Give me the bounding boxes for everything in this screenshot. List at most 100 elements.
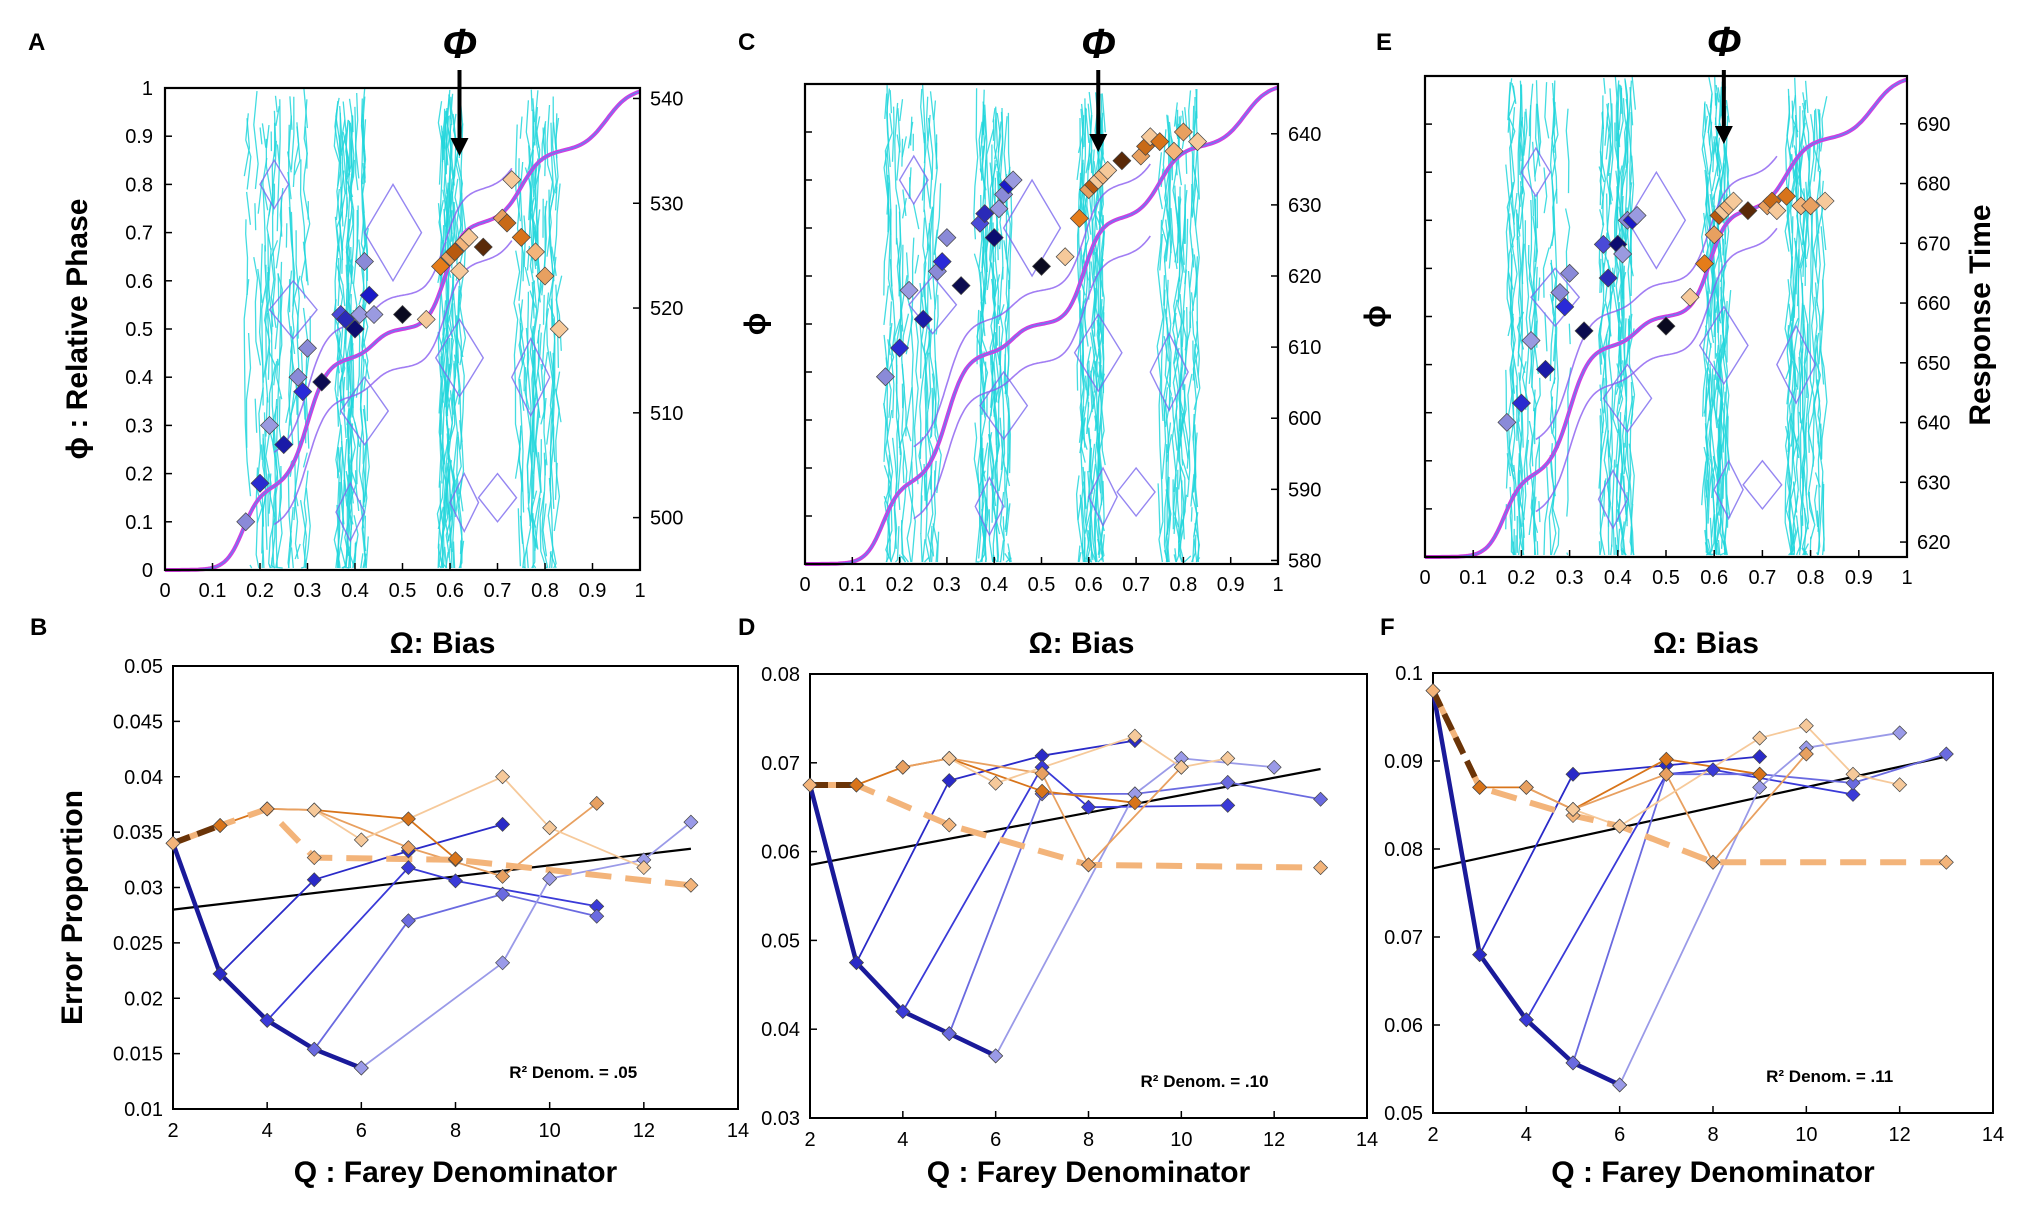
data-point-diamond	[1565, 766, 1581, 782]
x-tick-label: 0	[799, 574, 810, 596]
chaos-band-trace	[335, 97, 343, 569]
chaos-band-trace	[256, 127, 264, 569]
y-tick-label: 0.1	[125, 512, 153, 534]
x-tick-label: 0.2	[1507, 567, 1535, 589]
y-tick-label: 0.05	[761, 930, 800, 952]
period-loop-trace	[449, 472, 480, 534]
data-point-diamond	[1777, 186, 1796, 206]
series-blue-points	[875, 170, 1051, 387]
data-point-diamond	[899, 280, 919, 300]
x-tick-label: 0.3	[1556, 567, 1584, 589]
staircase-branch-lower	[913, 235, 1151, 520]
y2-tick-label: 540	[650, 88, 683, 110]
data-point-diamond	[1798, 718, 1814, 734]
y-tick-label: 0.09	[1384, 751, 1423, 773]
series-line-blue-branch-1	[1478, 755, 1760, 956]
x-tick-label: 0.1	[199, 580, 227, 602]
phi-arrow-head	[1714, 126, 1733, 144]
x-tick-label: 10	[539, 1120, 561, 1142]
chaos-band-trace	[524, 100, 532, 569]
data-point-diamond	[1938, 746, 1954, 762]
x-axis-title: Q : Farey Denominator	[927, 1156, 1251, 1189]
x-tick-label: 12	[1889, 1124, 1911, 1146]
data-point-diamond	[165, 835, 181, 851]
data-point-diamond	[1032, 256, 1051, 276]
data-point-diamond	[535, 266, 555, 286]
x-tick-label: 0.6	[436, 580, 464, 602]
data-point-diamond	[1752, 730, 1768, 746]
y-tick-label: 0.02	[124, 988, 163, 1010]
panel-letter-C: C	[738, 29, 755, 56]
chaos-band-trace	[360, 88, 369, 569]
x-tick-label: 10	[1795, 1124, 1817, 1146]
y-tick-label: 0.035	[113, 822, 163, 844]
data-point-diamond	[306, 1041, 322, 1057]
chaos-band-trace	[900, 136, 908, 563]
x-tick-label: 10	[1170, 1129, 1192, 1151]
data-point-diamond	[359, 285, 379, 305]
chaos-band-trace	[253, 91, 262, 569]
y-tick-label: 0.5	[125, 319, 153, 341]
data-point-diamond	[250, 473, 270, 493]
chaos-band-trace	[1085, 91, 1093, 563]
data-point-diamond	[1752, 779, 1768, 795]
x-tick-label: 0.7	[1122, 574, 1150, 596]
data-point-diamond	[1680, 287, 1700, 307]
chaos-band-trace	[1791, 95, 1800, 556]
series-line-orange-thick-dashed	[810, 782, 1321, 871]
data-point-diamond	[941, 817, 957, 833]
data-point-diamond	[1511, 393, 1531, 413]
period-loop-trace	[1002, 178, 1062, 278]
data-point-diamond	[495, 955, 511, 971]
data-point-diamond	[1565, 801, 1581, 817]
data-point-diamond	[1695, 254, 1715, 274]
data-point-diamond	[984, 228, 1004, 248]
data-point-diamond	[1658, 751, 1674, 767]
phi-annotation: Φ	[442, 20, 477, 67]
y2-tick-label: 640	[1288, 124, 1321, 146]
data-point-diamond	[1127, 728, 1143, 744]
plot-text: 0 0.1 0.2 0.3 0.4 0.5 0.6 0.7 0.8 0.9 100.10.20.30…	[28, 18, 2004, 1189]
y2-tick-label: 630	[1917, 472, 1950, 494]
data-point-diamond	[1521, 331, 1541, 351]
data-point-diamond	[1598, 268, 1618, 288]
data-point-diamond	[1164, 141, 1184, 161]
devils-staircase-curve	[165, 89, 641, 572]
data-point-diamond	[448, 873, 463, 889]
data-point-diamond	[431, 256, 450, 276]
data-point-diamond	[1497, 412, 1517, 432]
y-axis-title: ϕ : Relative Phase	[61, 199, 94, 460]
data-point-diamond	[1034, 765, 1050, 781]
data-point-diamond	[988, 1048, 1004, 1064]
panel-letter-A: A	[28, 29, 45, 56]
period-loop-trace	[339, 375, 390, 446]
data-point-diamond	[448, 851, 463, 867]
y-tick-label: 0	[142, 560, 153, 582]
x-tick-label: 2	[1427, 1124, 1438, 1146]
x-tick-label: 0.5	[1652, 567, 1680, 589]
phi-annotation: Φ	[1081, 20, 1116, 67]
data-point-diamond	[1098, 160, 1118, 180]
plot-frame-F	[1432, 672, 1994, 1114]
series-line-orange-dark-head	[171, 822, 222, 847]
chaos-band-trace	[1622, 98, 1630, 556]
data-point-diamond	[913, 309, 933, 329]
chaos-band-trace	[980, 119, 987, 563]
data-point-diamond	[393, 305, 412, 325]
x-tick-label: 1	[634, 580, 645, 602]
chaos-band-trace	[895, 134, 903, 563]
x-tick-label: 1	[1272, 574, 1283, 596]
r-squared-annotation: R² Denom. = .10	[1141, 1072, 1269, 1091]
data-point-diamond	[1613, 244, 1633, 264]
r-squared-annotation: R² Denom. = .05	[509, 1063, 637, 1082]
x-tick-label: 0.9	[1845, 567, 1873, 589]
x-tick-label: 0.8	[531, 580, 559, 602]
data-point-diamond	[350, 305, 370, 325]
data-point-diamond	[1069, 208, 1089, 228]
data-point-diamond	[298, 338, 317, 358]
devils-staircase-curve	[805, 85, 1279, 566]
x-tick-label: 6	[356, 1120, 367, 1142]
period-loop-trace	[1698, 305, 1749, 386]
y-tick-label: 0.06	[761, 842, 800, 864]
data-point-diamond	[1150, 132, 1170, 152]
